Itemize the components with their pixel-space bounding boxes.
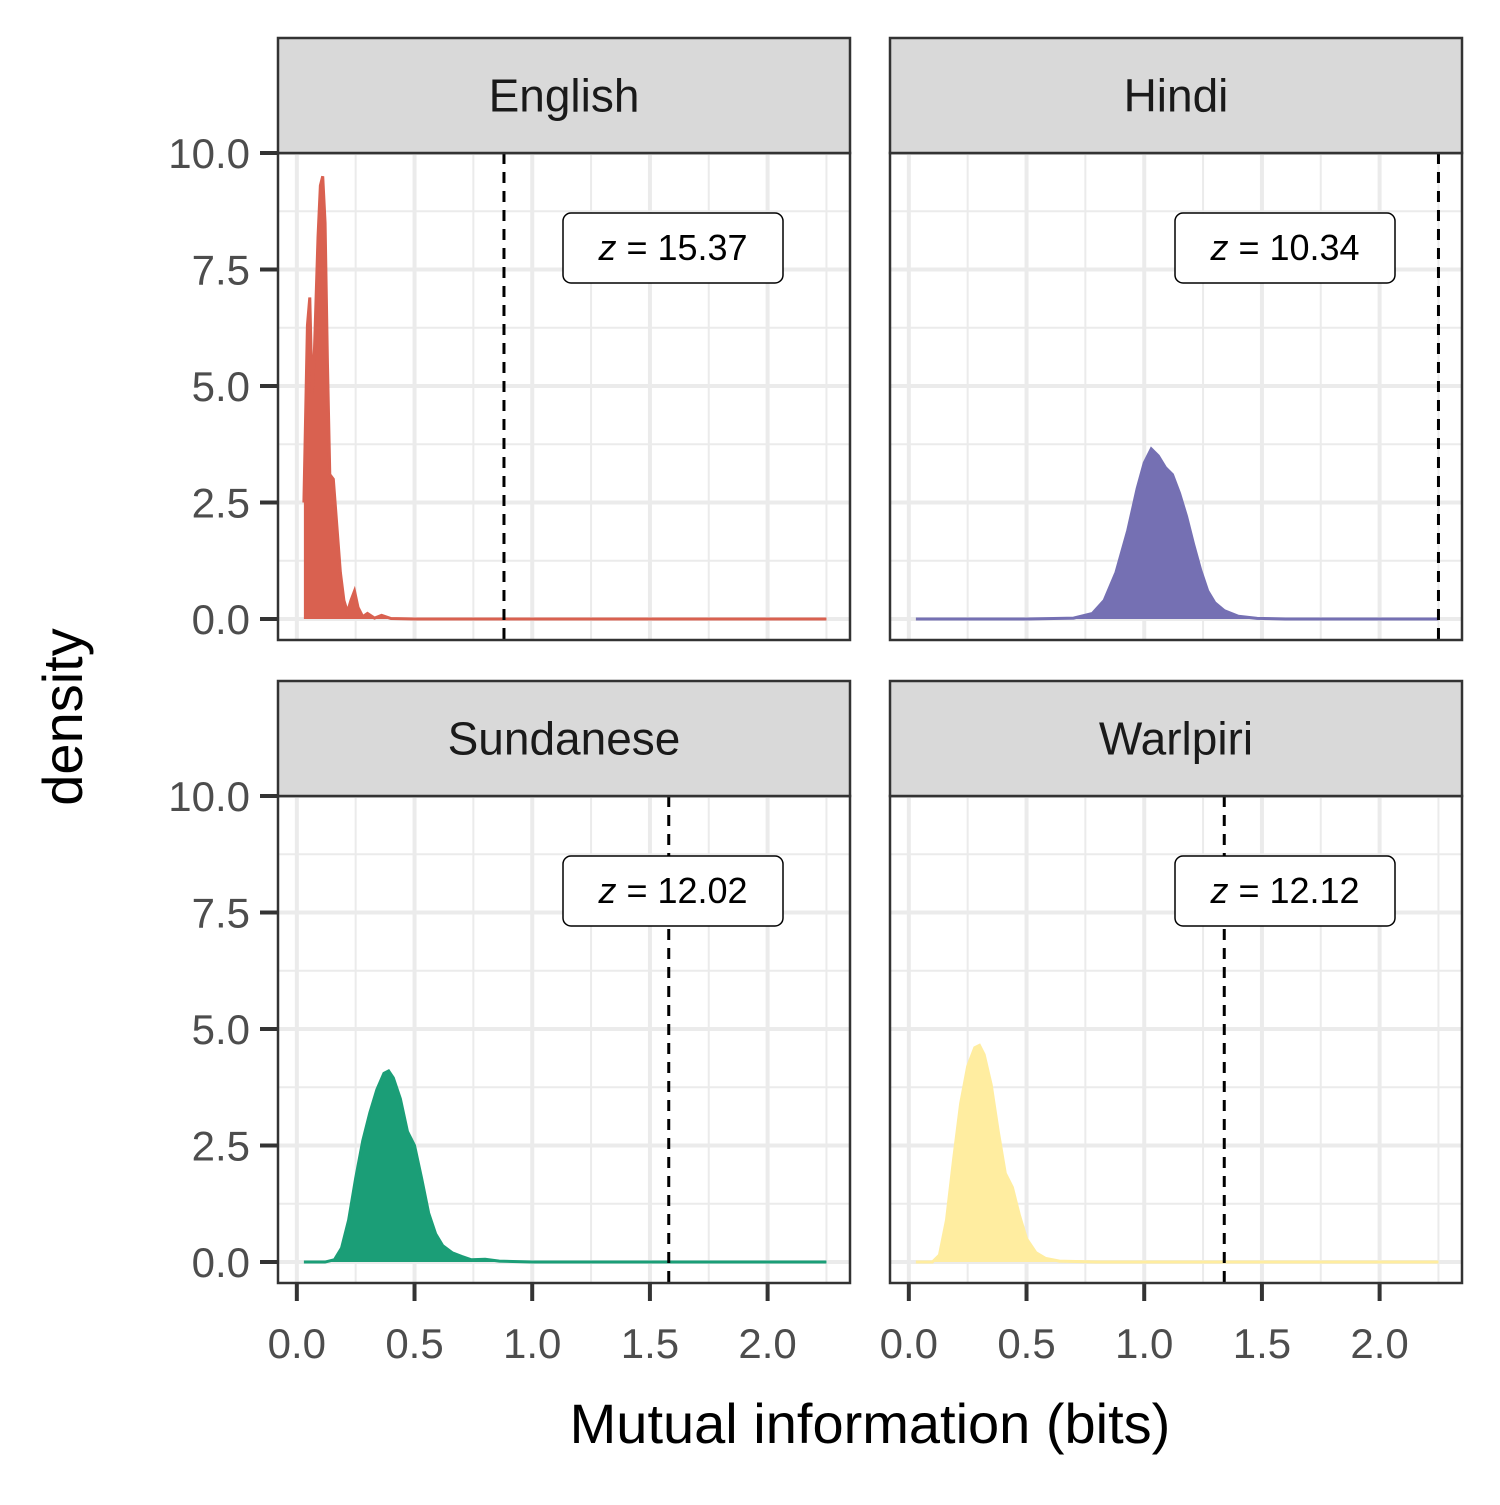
- y-axis-title: density: [31, 628, 94, 805]
- y-tick-label: 7.5: [192, 247, 250, 294]
- y-tick-label: 5.0: [192, 363, 250, 410]
- x-tick-label: 0.0: [268, 1320, 326, 1367]
- z-label-box-sundanese: [562, 855, 784, 927]
- z-value: = 12.12: [1228, 870, 1359, 911]
- z-symbol: z: [597, 227, 616, 268]
- x-tick-label: 0.0: [880, 1320, 938, 1367]
- facet-strip-label-hindi: Hindi: [1124, 70, 1229, 122]
- z-label-box-english: [562, 212, 784, 284]
- density-area-hindi: [915, 448, 1439, 620]
- y-tick-label: 10.0: [168, 130, 250, 177]
- panel-hindi: z = 10.34 Hindi: [888, 36, 1464, 642]
- y-tick-label: 7.5: [192, 890, 250, 937]
- x-tick-label: 0.5: [385, 1320, 443, 1367]
- z-label-english: z = 15.37: [597, 227, 747, 268]
- panel-sundanese: z = 12.02 Sundanese 0.0 2.5 5.0 7.5 10.0 0.0 0.5…: [168, 679, 852, 1367]
- y-tick-label: 2.5: [192, 1123, 250, 1170]
- x-tick-label: 1.5: [621, 1320, 679, 1367]
- density-line-warlpiri: [915, 1043, 1439, 1264]
- z-value: = 12.02: [616, 870, 747, 911]
- z-value: = 15.37: [616, 227, 747, 268]
- facet-strip-warlpiri: [888, 679, 1464, 798]
- x-tick-label: 2.0: [738, 1320, 796, 1367]
- y-tick-label: 0.0: [192, 596, 250, 643]
- facet-strip-english: [276, 36, 852, 155]
- z-symbol: z: [1209, 870, 1228, 911]
- panel-english: z = 15.37 English 0.0 2.5 5.0 7.5 10.0: [168, 36, 852, 643]
- x-axis-title: Mutual information (bits): [570, 1392, 1171, 1455]
- y-tick-label: 2.5: [192, 480, 250, 527]
- density-area-sundanese: [303, 1070, 827, 1263]
- facet-strip-sundanese: [276, 679, 852, 798]
- z-label-sundanese: z = 12.02: [597, 870, 747, 911]
- facet-strip-label-warlpiri: Warlpiri: [1099, 713, 1253, 765]
- x-tick-label: 2.0: [1350, 1320, 1408, 1367]
- facet-strip-label-sundanese: Sundanese: [448, 713, 681, 765]
- y-tick-label: 5.0: [192, 1006, 250, 1053]
- z-symbol: z: [1209, 227, 1228, 268]
- z-label-warlpiri: z = 12.12: [1209, 870, 1359, 911]
- z-symbol: z: [597, 870, 616, 911]
- density-line-sundanese: [303, 1069, 827, 1264]
- x-tick-label: 0.5: [997, 1320, 1055, 1367]
- y-tick-label: 0.0: [192, 1239, 250, 1286]
- x-tick-label: 1.5: [1233, 1320, 1291, 1367]
- z-value: = 10.34: [1228, 227, 1359, 268]
- x-tick-label: 1.0: [1115, 1320, 1173, 1367]
- z-label-hindi: z = 10.34: [1209, 227, 1359, 268]
- y-tick-label: 10.0: [168, 773, 250, 820]
- x-tick-label: 1.0: [503, 1320, 561, 1367]
- facet-strip-hindi: [888, 36, 1464, 155]
- density-line-english: [302, 175, 827, 621]
- density-line-hindi: [915, 446, 1439, 621]
- z-label-box-warlpiri: [1174, 855, 1396, 927]
- facet-strip-label-english: English: [489, 70, 640, 122]
- panel-warlpiri: z = 12.12 Warlpiri 0.0 0.5 1.0 1.5 2.0: [880, 679, 1464, 1367]
- z-label-box-hindi: [1174, 212, 1396, 284]
